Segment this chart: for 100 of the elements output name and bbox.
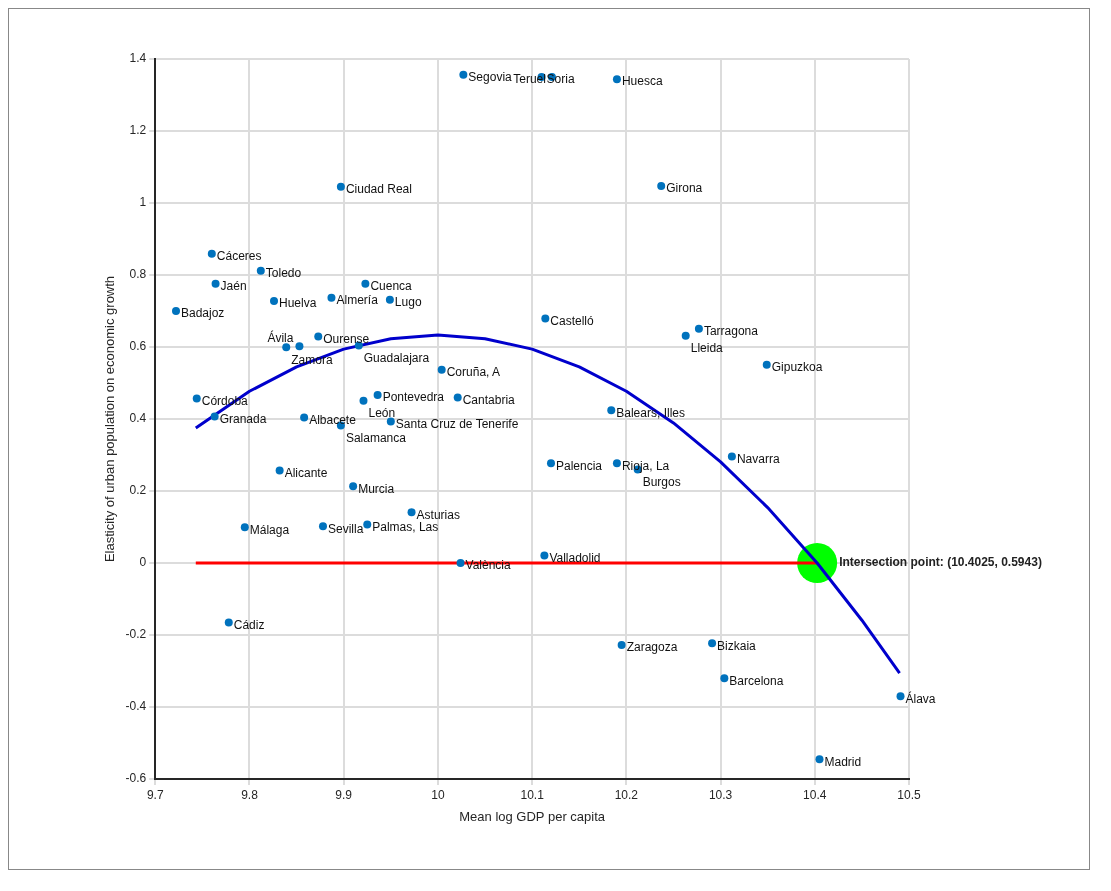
annotation: Intersection point: (10.4025, 0.5943): [839, 555, 1042, 570]
series-label: Valladolid: [549, 550, 601, 565]
x-axis-title: Mean log GDP per capita: [459, 808, 606, 824]
series-label: Toledo: [265, 265, 302, 280]
series-label: Cáceres: [216, 249, 262, 264]
series-label: Soria: [546, 72, 575, 87]
series-label: Palmas, Las: [372, 519, 439, 534]
point: [295, 342, 304, 351]
point: [373, 390, 382, 399]
series-label: Salamanca: [345, 430, 407, 445]
series-label: Guadalajara: [363, 350, 430, 365]
x-tick-label: 9.8: [241, 787, 259, 802]
y-axis-title: Elasticity of urban population on economic growth: [102, 275, 118, 563]
point: [541, 314, 550, 323]
series-label: Segovia: [468, 70, 513, 85]
point: [336, 182, 345, 191]
series-label: Álava: [905, 690, 936, 706]
point: [359, 396, 368, 405]
point: [386, 417, 395, 426]
point: [363, 520, 372, 529]
y-tick-label: 0.2: [129, 483, 147, 498]
point: [617, 641, 626, 650]
series-label: Huesca: [621, 74, 663, 89]
series-label: Cádiz: [233, 617, 265, 632]
point: [407, 508, 416, 517]
point: [269, 296, 278, 305]
series-label: Zaragoza: [626, 640, 678, 655]
x-tick-label: 9.9: [335, 787, 353, 802]
series-label: Pontevedra: [382, 390, 445, 405]
series-label: Navarra: [736, 451, 780, 466]
point: [300, 413, 309, 422]
series-label: Asturias: [416, 507, 460, 522]
point: [657, 182, 666, 191]
x-tick-label: 9.7: [146, 787, 164, 802]
point: [172, 307, 181, 315]
series-label: Lleida: [690, 341, 724, 356]
series-label: Alicante: [284, 465, 328, 480]
series-label: León: [368, 405, 396, 420]
point: [318, 522, 327, 531]
y-tick-label: 0.6: [129, 339, 147, 354]
point: [385, 295, 394, 304]
series-label: Murcia: [358, 481, 395, 496]
point: [210, 412, 219, 421]
series-label: Teruel: [513, 72, 546, 87]
point: [275, 466, 284, 475]
series-label: Albacete: [309, 412, 357, 427]
point: [546, 459, 555, 468]
point: [256, 266, 265, 275]
x-tick-label: 10.3: [708, 787, 733, 802]
series-label: Jaén: [220, 278, 247, 293]
series-label: Tarragona: [703, 323, 759, 338]
y-tick-label: 0.8: [129, 267, 147, 282]
series-label: Castelló: [550, 313, 595, 328]
series-label: Badajoz: [181, 306, 225, 321]
series-label: Burgos: [642, 474, 681, 489]
point: [727, 452, 736, 461]
series-label: Sevilla: [327, 521, 364, 536]
point: [314, 332, 323, 341]
point: [224, 618, 233, 627]
y-tick-label: -0.4: [125, 699, 147, 714]
y-tick-label: 1.2: [129, 123, 147, 138]
series-label: Bizkaia: [717, 638, 757, 653]
point: [720, 674, 729, 683]
x-tick-label: 10.4: [803, 787, 827, 802]
series-label: Palencia: [555, 458, 603, 473]
point: [708, 639, 717, 648]
series-label: Santa Cruz de Tenerife: [395, 416, 519, 431]
point: [694, 324, 703, 333]
series-label: Málaga: [249, 522, 290, 537]
point: [437, 365, 446, 374]
y-tick-label: 1: [139, 195, 147, 210]
y-tick-label: 1.4: [129, 51, 147, 66]
point: [612, 75, 621, 84]
series-label: Lugo: [394, 295, 422, 310]
series-label: Madrid: [824, 754, 862, 769]
point: [459, 70, 468, 79]
series-label: Rioja, La: [621, 458, 670, 473]
point: [327, 293, 336, 302]
point: [453, 393, 462, 402]
point: [540, 551, 549, 560]
point: [349, 482, 358, 491]
point: [192, 394, 201, 403]
y-tick-label: -0.6: [125, 771, 147, 786]
y-tick-label: -0.2: [125, 627, 147, 642]
series-label: Ávila: [267, 329, 294, 345]
point: [762, 360, 771, 369]
series-label: Girona: [666, 181, 703, 196]
series-label: Granada: [219, 411, 267, 426]
point: [207, 249, 216, 258]
point: [896, 692, 905, 701]
x-tick-label: 10.1: [520, 787, 545, 802]
point: [681, 331, 690, 340]
point: [361, 279, 370, 288]
x-tick-label: 10.5: [897, 787, 921, 802]
y-tick-label: 0: [139, 555, 147, 570]
x-tick-label: 10: [431, 787, 445, 802]
series-label: Gipuzkoa: [771, 359, 823, 374]
series-label: Coruña, A: [446, 364, 501, 379]
x-tick-label: 10.2: [614, 787, 639, 802]
point: [456, 559, 465, 567]
